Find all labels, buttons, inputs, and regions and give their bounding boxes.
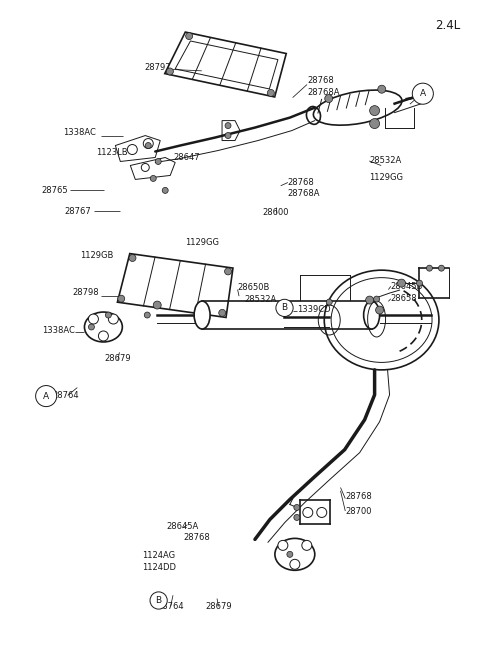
Circle shape <box>373 296 380 302</box>
Text: 1129GG: 1129GG <box>185 238 219 247</box>
Circle shape <box>98 331 108 341</box>
Circle shape <box>290 559 300 569</box>
Text: 28768: 28768 <box>345 492 372 501</box>
Circle shape <box>438 265 444 271</box>
Circle shape <box>144 312 150 318</box>
Circle shape <box>219 309 226 316</box>
Text: 1338AC: 1338AC <box>42 326 75 335</box>
Circle shape <box>366 296 373 304</box>
Text: 28679: 28679 <box>205 602 232 611</box>
Text: 2.4L: 2.4L <box>435 18 460 31</box>
Circle shape <box>186 33 192 39</box>
Circle shape <box>129 255 136 261</box>
Circle shape <box>278 540 288 550</box>
Text: 1124AG: 1124AG <box>142 551 175 560</box>
Circle shape <box>326 299 332 305</box>
Circle shape <box>162 187 168 193</box>
Circle shape <box>118 295 125 302</box>
Circle shape <box>155 159 161 164</box>
Circle shape <box>370 105 380 116</box>
Circle shape <box>287 552 293 557</box>
Text: B: B <box>156 596 162 605</box>
Circle shape <box>378 85 386 93</box>
Circle shape <box>303 508 313 517</box>
Text: 28764: 28764 <box>52 391 79 400</box>
Circle shape <box>127 145 137 155</box>
Circle shape <box>141 164 149 172</box>
Text: 28645A: 28645A <box>167 521 199 531</box>
Circle shape <box>150 176 156 181</box>
Ellipse shape <box>194 301 210 329</box>
Circle shape <box>397 279 406 287</box>
Text: 28798: 28798 <box>72 288 99 297</box>
Text: A: A <box>43 392 49 401</box>
Text: 28700: 28700 <box>345 506 372 515</box>
Text: 1129GB: 1129GB <box>80 251 113 260</box>
Circle shape <box>106 312 111 318</box>
Text: 28647: 28647 <box>173 153 200 162</box>
Text: 28768A: 28768A <box>307 88 339 97</box>
Circle shape <box>145 143 151 149</box>
Circle shape <box>276 299 293 316</box>
Text: B: B <box>281 303 288 312</box>
Circle shape <box>36 386 57 407</box>
Circle shape <box>150 592 167 609</box>
Circle shape <box>302 540 312 550</box>
Text: 1339CD: 1339CD <box>298 305 331 314</box>
Text: 28768: 28768 <box>288 178 314 187</box>
Text: 28658: 28658 <box>391 294 418 303</box>
Circle shape <box>167 68 173 75</box>
Circle shape <box>426 265 432 271</box>
Circle shape <box>294 504 300 510</box>
Text: 28767: 28767 <box>65 207 92 215</box>
Circle shape <box>412 83 433 104</box>
Text: 1124DD: 1124DD <box>142 563 176 572</box>
Circle shape <box>294 514 300 521</box>
Circle shape <box>370 119 380 128</box>
Circle shape <box>88 324 95 330</box>
Circle shape <box>225 132 231 139</box>
Text: 28650B: 28650B <box>238 282 270 291</box>
Text: 28768: 28768 <box>183 533 210 542</box>
Circle shape <box>267 90 275 96</box>
Text: 1123LB: 1123LB <box>96 148 128 157</box>
Text: 28764: 28764 <box>157 602 184 611</box>
Text: 28645B: 28645B <box>391 282 423 291</box>
Bar <box>202 301 372 329</box>
Circle shape <box>317 508 327 517</box>
Text: 28600: 28600 <box>263 208 289 217</box>
Ellipse shape <box>364 301 380 329</box>
Text: 1338AC: 1338AC <box>63 128 96 138</box>
Text: 28679: 28679 <box>105 354 131 363</box>
Circle shape <box>153 301 161 309</box>
Text: 28765: 28765 <box>41 186 68 195</box>
Circle shape <box>108 314 119 324</box>
Circle shape <box>144 139 153 149</box>
Circle shape <box>376 306 384 314</box>
Circle shape <box>88 314 98 324</box>
Text: 28532A: 28532A <box>245 295 277 304</box>
Text: A: A <box>420 89 426 98</box>
Text: 28768: 28768 <box>307 76 334 85</box>
Text: 28797: 28797 <box>144 63 170 72</box>
Text: 28532A: 28532A <box>369 157 401 166</box>
Text: 1129GG: 1129GG <box>369 173 403 182</box>
Circle shape <box>225 268 231 275</box>
Circle shape <box>225 122 231 128</box>
Circle shape <box>325 94 333 103</box>
Circle shape <box>417 280 422 286</box>
Text: 28768A: 28768A <box>288 189 320 198</box>
